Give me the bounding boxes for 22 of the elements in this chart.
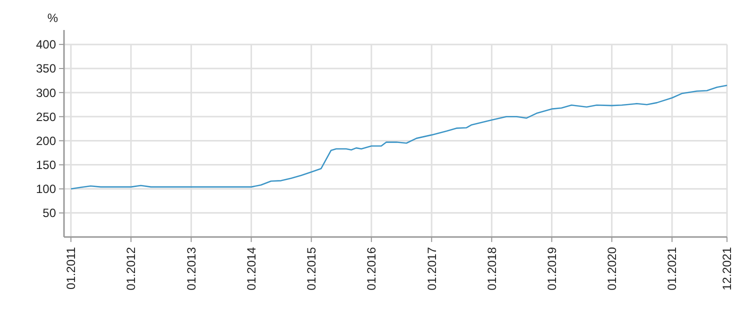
x-tick-label: 01.2015 [304, 246, 319, 290]
y-tick-label: 100 [36, 182, 56, 196]
y-tick-label: 350 [36, 62, 56, 76]
x-tick-label: 12.2021 [720, 246, 734, 290]
y-tick-label: 300 [36, 86, 56, 100]
x-tick-label: 01.2020 [605, 246, 620, 290]
y-tick-label: 200 [36, 134, 56, 148]
x-tick-label: 01.2021 [665, 246, 680, 290]
y-tick-label: 250 [36, 110, 56, 124]
y-tick-label: 400 [36, 38, 56, 52]
y-tick-label: 50 [42, 206, 56, 220]
x-tick-label: 01.2013 [184, 246, 198, 290]
x-tick-label: 01.2014 [244, 246, 258, 290]
x-tick-label: 01.2019 [544, 246, 559, 290]
x-tick-label: 01.2011 [64, 246, 78, 290]
y-axis-title: % [47, 11, 58, 25]
x-tick-label: 01.2018 [484, 246, 499, 290]
x-tick-label: 01.2017 [424, 246, 439, 290]
x-tick-label: 01.2016 [364, 246, 379, 290]
y-tick-label: 150 [36, 158, 56, 172]
x-tick-label: 01.2012 [124, 246, 138, 290]
line-series [70, 84, 728, 190]
